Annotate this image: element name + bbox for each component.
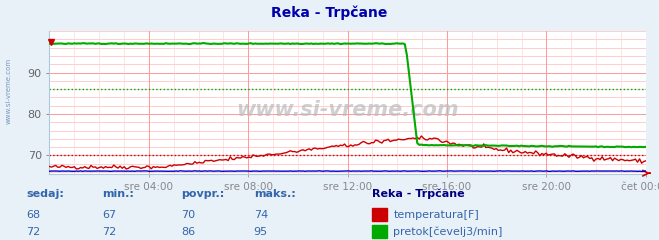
Text: temperatura[F]: temperatura[F] — [393, 210, 479, 220]
Text: www.si-vreme.com: www.si-vreme.com — [5, 58, 11, 124]
Text: 68: 68 — [26, 210, 40, 220]
Text: povpr.:: povpr.: — [181, 189, 225, 199]
Text: Reka - Trpčane: Reka - Trpčane — [372, 188, 465, 199]
Text: 95: 95 — [254, 227, 268, 237]
Text: 86: 86 — [181, 227, 195, 237]
Text: 72: 72 — [102, 227, 117, 237]
Text: pretok[čevelj3/min]: pretok[čevelj3/min] — [393, 227, 503, 237]
Text: 67: 67 — [102, 210, 116, 220]
Text: 72: 72 — [26, 227, 41, 237]
Text: 74: 74 — [254, 210, 268, 220]
Text: 70: 70 — [181, 210, 195, 220]
Text: sedaj:: sedaj: — [26, 189, 64, 199]
Text: Reka - Trpčane: Reka - Trpčane — [272, 6, 387, 20]
Text: maks.:: maks.: — [254, 189, 295, 199]
Text: min.:: min.: — [102, 189, 134, 199]
Text: www.si-vreme.com: www.si-vreme.com — [237, 100, 459, 120]
